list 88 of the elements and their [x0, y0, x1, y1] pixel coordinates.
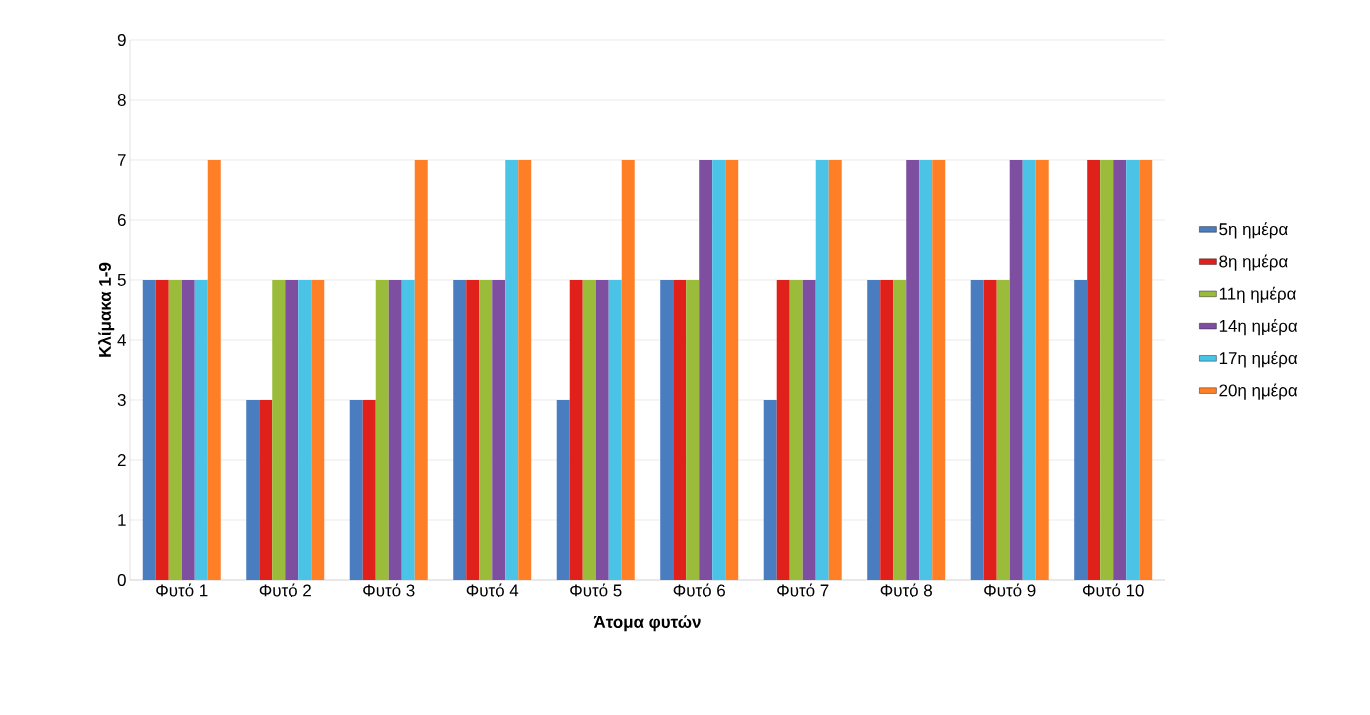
y-tick-label: 6	[117, 214, 126, 226]
bar	[362, 400, 376, 580]
bar	[919, 160, 933, 580]
bar	[802, 280, 816, 580]
bar	[285, 280, 299, 580]
bar	[492, 280, 506, 580]
bar	[505, 160, 519, 580]
bar	[1009, 160, 1023, 580]
bar	[1087, 160, 1101, 580]
x-tick-label: Φυτό 7	[777, 583, 829, 597]
bar	[1074, 280, 1088, 580]
x-tick-label: Φυτό 5	[570, 583, 622, 597]
bar	[259, 400, 273, 580]
bar	[466, 280, 480, 580]
bar	[401, 280, 415, 580]
bar	[867, 280, 881, 580]
x-tick-label: Φυτό 3	[363, 583, 415, 597]
bar	[763, 400, 777, 580]
bar	[582, 280, 596, 580]
bar	[595, 280, 609, 580]
y-tick-label: 7	[117, 154, 126, 166]
y-tick-label: 3	[117, 394, 126, 406]
bar	[518, 160, 532, 580]
legend-label: 20η ημέρα	[1219, 383, 1298, 400]
x-tick-label: Φυτό 9	[984, 583, 1036, 597]
bar	[375, 280, 389, 580]
bar	[893, 280, 907, 580]
x-tick-label: Φυτό 1	[156, 583, 208, 597]
bar	[246, 400, 260, 580]
bar	[168, 280, 182, 580]
y-tick-label: 4	[117, 334, 126, 346]
bar	[660, 280, 674, 580]
y-tick-label: 0	[117, 574, 126, 586]
bar	[789, 280, 803, 580]
bar	[712, 160, 726, 580]
bar	[1035, 160, 1049, 580]
bar	[1113, 160, 1127, 580]
bar	[272, 280, 286, 580]
bar	[349, 400, 363, 580]
bar	[194, 280, 208, 580]
bar	[996, 280, 1010, 580]
bar	[673, 280, 687, 580]
y-tick-label: 2	[117, 454, 126, 466]
x-tick-label: Φυτό 4	[466, 583, 519, 597]
y-tick-label: 1	[118, 514, 126, 526]
bar	[1100, 160, 1114, 580]
bar	[906, 160, 920, 580]
bar	[479, 280, 493, 580]
bar	[181, 280, 195, 580]
bar	[815, 160, 829, 580]
bar	[556, 400, 570, 580]
bar	[686, 280, 700, 580]
x-tick-label: Φυτό 6	[673, 583, 725, 597]
y-tick-label: 5	[117, 274, 126, 286]
legend-label: 5η ημέρα	[1219, 222, 1288, 239]
legend-label: 8η ημέρα	[1219, 254, 1288, 271]
bar	[608, 280, 622, 580]
bar	[1126, 160, 1140, 580]
bar	[1139, 160, 1153, 580]
legend-label: 14η ημέρα	[1219, 318, 1298, 336]
bar	[621, 160, 635, 580]
bar	[155, 280, 169, 580]
bar	[1022, 160, 1036, 580]
x-tick-label: Φυτό 10	[1082, 583, 1144, 597]
bar	[414, 160, 428, 580]
bar	[983, 280, 997, 580]
y-tick-label: 9	[117, 33, 126, 46]
legend-label: 11η ημέρα	[1219, 286, 1296, 304]
bar	[569, 280, 583, 580]
x-tick-label: Φυτό 8	[880, 583, 932, 597]
legend-label: 17η ημέρα	[1219, 351, 1298, 368]
bar	[776, 280, 790, 580]
y-axis-title: Κλίμακα 1-9	[98, 262, 115, 357]
x-tick-label: Φυτό 2	[259, 583, 311, 597]
bar	[970, 280, 984, 580]
bar	[725, 160, 739, 580]
x-axis-title: Άτομα φυτών	[593, 615, 701, 632]
bar	[311, 280, 325, 580]
bar	[388, 280, 402, 580]
bar	[142, 280, 156, 580]
bar	[699, 160, 713, 580]
bar	[828, 160, 842, 580]
bar	[932, 160, 946, 580]
bar	[298, 280, 312, 580]
bar	[207, 160, 221, 580]
bar	[880, 280, 894, 580]
bar	[453, 280, 467, 580]
y-tick-label: 8	[117, 94, 126, 106]
